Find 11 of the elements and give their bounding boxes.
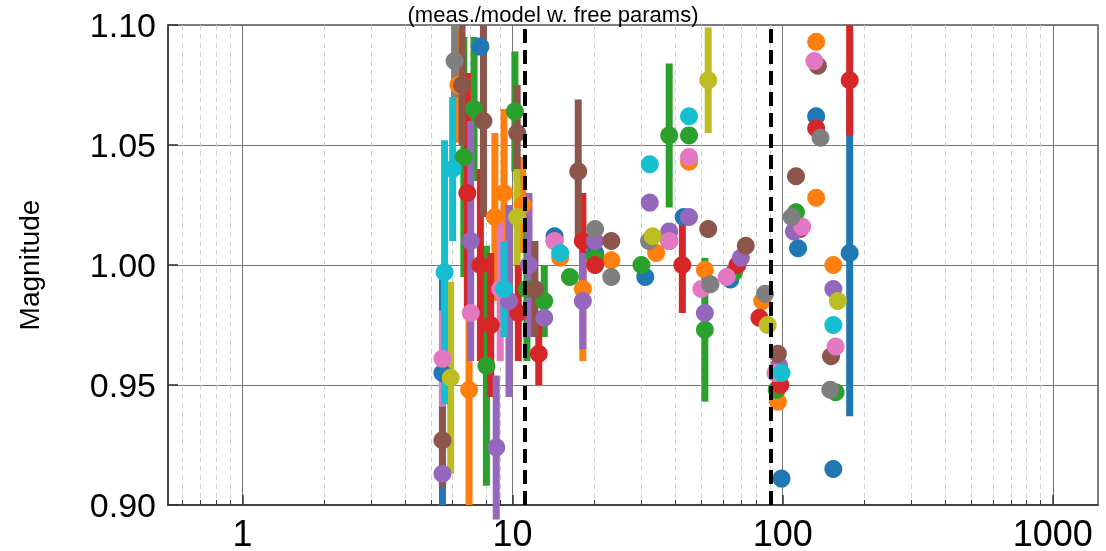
y-tick-label: 1.10 [89,6,156,44]
y-tick-label: 1.00 [89,246,156,284]
x-tick-label: 1000 [1012,512,1093,551]
y-axis-title: Magnitude [13,199,45,331]
y-tick-label: 1.05 [89,126,156,164]
chart-title: (meas./model w. free params) [407,1,699,27]
x-tick-label: 1 [232,512,253,551]
x-tick-label: 10 [492,512,533,551]
y-tick-label: 0.95 [89,366,156,404]
x-tick-label: 100 [752,512,813,551]
y-tick-label: 0.90 [89,486,156,524]
